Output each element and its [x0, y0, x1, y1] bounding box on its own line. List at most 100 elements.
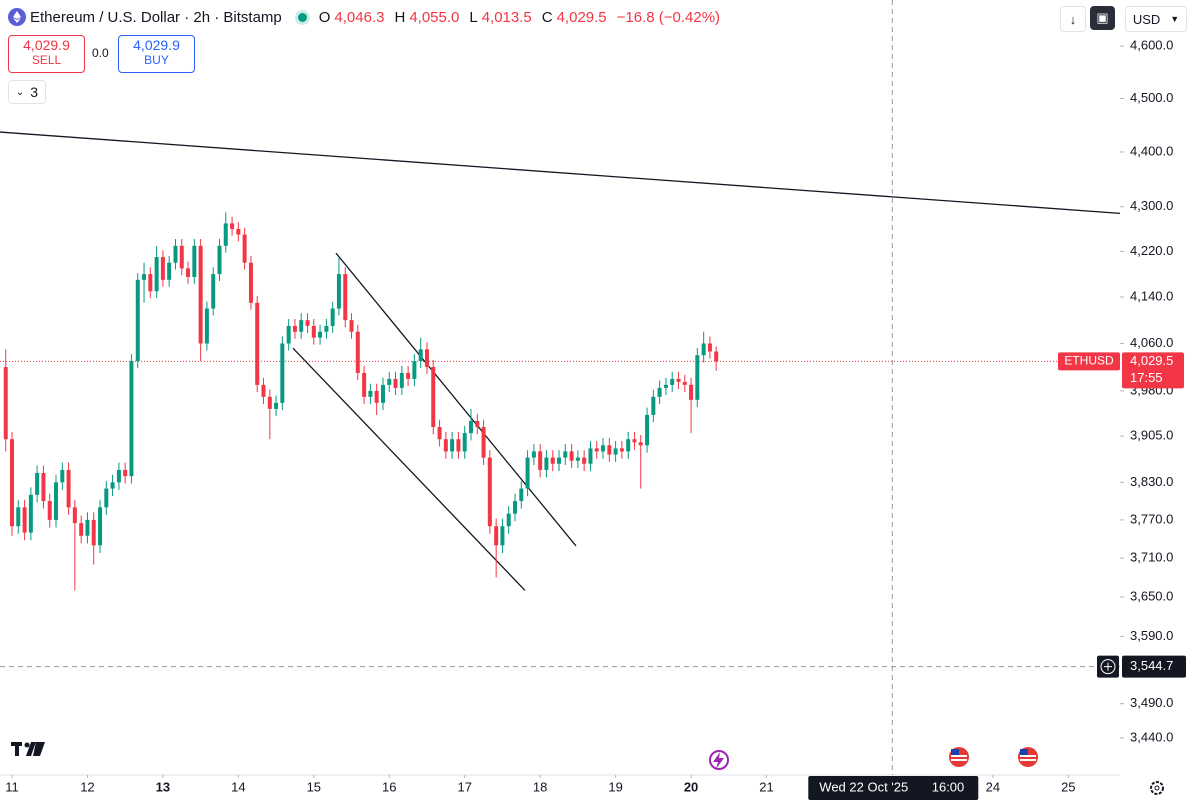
candle-body — [85, 519, 90, 536]
settings-button[interactable] — [1150, 781, 1164, 795]
candle-body — [588, 448, 593, 464]
candle-body — [481, 427, 486, 458]
candle-body — [406, 372, 411, 379]
candle-body — [148, 274, 153, 292]
x-tick-label: 21 — [759, 779, 773, 794]
candle-body — [355, 331, 360, 373]
candle-body — [230, 223, 235, 229]
y-tick-label: 3,590.0 — [1130, 628, 1173, 643]
candle-body — [242, 234, 247, 263]
candle-body — [318, 331, 323, 338]
x-tick-label: 20 — [684, 779, 698, 794]
countdown-label: 17:55 — [1130, 370, 1163, 385]
candle-body — [418, 349, 423, 362]
candle-body — [645, 414, 650, 446]
legend: Ethereum / U.S. Dollar · 2h · Bitstamp O… — [8, 8, 720, 26]
x-tick-label: 18 — [533, 779, 547, 794]
candle-body — [91, 519, 96, 546]
buy-button[interactable]: 4,029.9 BUY — [118, 35, 195, 73]
indicators-toggle[interactable]: ⌄ 3 — [8, 80, 46, 104]
status-dot — [297, 12, 307, 22]
candle-body — [437, 427, 442, 440]
y-tick-label: 4,300.0 — [1130, 198, 1173, 213]
symbol-tag — [1058, 352, 1120, 371]
y-tick-label: 3,830.0 — [1130, 474, 1173, 489]
candle-body — [135, 279, 140, 362]
candle-body — [557, 457, 562, 464]
candle-body — [374, 390, 379, 403]
crosshair-date-label: Wed 22 Oct '25 — [819, 779, 908, 794]
candle-body — [154, 257, 159, 292]
crosshair-time-label: 16:00 — [932, 779, 965, 794]
candle-body — [167, 262, 172, 280]
candle-body — [142, 274, 147, 280]
crosshair-price-label: 3,544.7 — [1130, 658, 1173, 673]
candle-body — [110, 482, 115, 489]
candle-body — [494, 526, 499, 546]
candle-body — [79, 523, 84, 536]
candle-body — [619, 448, 624, 452]
candle-body — [286, 325, 291, 344]
candle-body — [380, 384, 385, 403]
price-tag — [1122, 352, 1184, 389]
y-tick-label: 3,770.0 — [1130, 511, 1173, 526]
candle-body — [519, 488, 524, 502]
candle-body — [714, 351, 719, 362]
change: −16.8 (−0.42%) — [616, 8, 721, 26]
candle-body — [399, 372, 404, 388]
candle-body — [607, 445, 612, 455]
candle-body — [431, 367, 436, 428]
ohlc-value: 4,013.5 — [481, 8, 532, 26]
auto-scale-button[interactable]: ▣ — [1090, 6, 1115, 30]
candle-body — [299, 320, 304, 332]
candle-body — [550, 457, 555, 464]
spread: 0.0 — [92, 46, 109, 60]
ohlc-label: O — [318, 8, 331, 26]
event-icon[interactable] — [709, 750, 729, 770]
x-tick-label: 17 — [457, 779, 471, 794]
candle-body — [116, 469, 121, 483]
candle-body — [651, 396, 656, 415]
candle-body — [292, 325, 297, 332]
candle-body — [682, 381, 687, 385]
candle-body — [506, 513, 511, 527]
candle-body — [267, 396, 272, 409]
symbol-title: Ethereum / U.S. Dollar · 2h · Bitstamp — [30, 8, 282, 26]
candle-body — [462, 433, 467, 452]
candle-body — [475, 420, 480, 428]
candle-body — [626, 439, 631, 452]
candle-body — [66, 469, 71, 508]
candle-body — [160, 257, 165, 280]
candle-body — [368, 390, 373, 397]
crosshair-price-tag — [1122, 655, 1186, 678]
candle-body — [531, 451, 536, 458]
currency-select[interactable]: USD ▼ — [1125, 6, 1187, 32]
x-tick-label: 19 — [608, 779, 622, 794]
price-tag-label: 4,029.5 — [1130, 353, 1173, 368]
candle-body — [28, 494, 33, 533]
buy-label: BUY — [144, 53, 169, 67]
candle-body — [343, 274, 348, 321]
candle-body — [601, 445, 606, 452]
scroll-button[interactable]: ↓ — [1060, 6, 1086, 32]
x-tick-label: 11 — [5, 779, 19, 794]
sell-button[interactable]: 4,029.9 SELL — [8, 35, 85, 73]
candle-body — [72, 507, 77, 524]
candle-body — [456, 439, 461, 452]
candle-body — [393, 378, 398, 388]
candle-body — [468, 420, 473, 434]
indicators-count: 3 — [30, 84, 39, 100]
add-alert-button[interactable] — [1097, 655, 1119, 678]
candle-body — [104, 488, 109, 508]
candle-body — [192, 245, 197, 277]
x-tick-label: 15 — [307, 779, 321, 794]
sell-label: SELL — [31, 53, 62, 67]
y-tick-label: 4,220.0 — [1130, 243, 1173, 258]
event-flag[interactable] — [1018, 747, 1038, 767]
event-flag[interactable] — [949, 747, 969, 767]
x-tick-label: 24 — [986, 779, 1000, 794]
candle-body — [538, 451, 543, 470]
